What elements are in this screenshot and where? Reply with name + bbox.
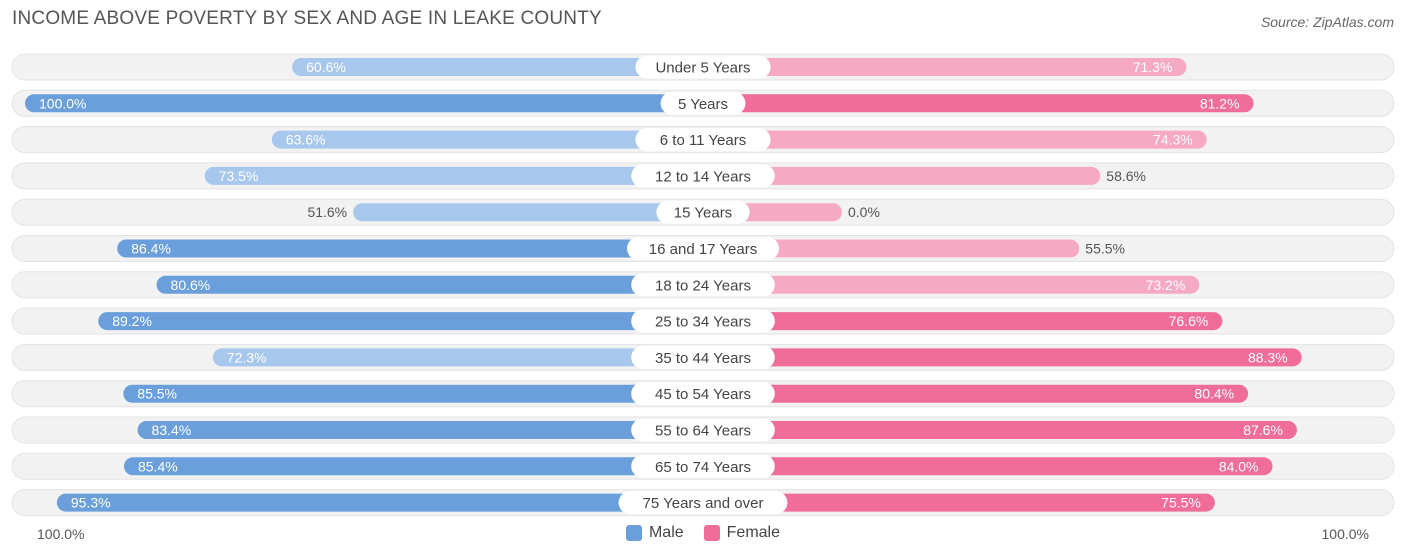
category-pill (631, 345, 775, 369)
bar-male (156, 275, 704, 294)
bar-female (703, 421, 1297, 439)
category-label: 55 to 64 Years (655, 423, 751, 440)
bar-male (353, 203, 703, 222)
category-label: 15 Years (674, 205, 732, 222)
female-value-label: 87.6% (1243, 422, 1283, 438)
female-value-label: 76.6% (1169, 313, 1209, 329)
bar-female (703, 130, 1207, 149)
category-label: 45 to 54 Years (655, 386, 751, 403)
bar-male (56, 493, 703, 512)
male-value-label: 80.6% (171, 277, 211, 293)
male-value-label: 85.5% (137, 386, 177, 402)
bar-female (703, 94, 1254, 113)
chart-canvas: 60.6% 71.3% Under 5 Years 100.0% 81.2% 5 Year… (11, 53, 1395, 517)
male-value-label: 95.3% (71, 495, 111, 511)
female-value-label: 75.5% (1161, 495, 1201, 511)
male-value-label: 100.0% (39, 95, 86, 111)
legend-swatch-male (625, 525, 642, 541)
category-pill (660, 91, 746, 115)
male-value-label: 86.4% (131, 241, 171, 257)
category-label: 5 Years (678, 96, 728, 113)
female-value-label: 55.5% (1085, 241, 1125, 257)
category-pill (635, 128, 771, 152)
bar-female (703, 312, 1223, 331)
axis-right-label: 100.0% (1321, 526, 1369, 542)
category-pill (618, 491, 788, 515)
source-note: Source: ZipAtlas.com (1260, 14, 1394, 30)
female-value-label: 58.6% (1106, 168, 1146, 184)
bar-male (123, 384, 703, 403)
category-pill (627, 237, 779, 260)
category-pill (631, 418, 775, 442)
bar-female (703, 348, 1302, 367)
category-pill (631, 164, 775, 188)
female-value-label: 71.3% (1133, 59, 1173, 75)
axis-left-label: 100.0% (37, 526, 85, 542)
category-pill (635, 55, 771, 79)
bar-male (98, 312, 703, 331)
female-value-label: 84.0% (1219, 458, 1259, 474)
bar-male (117, 239, 703, 258)
bar-female (703, 493, 1215, 512)
male-value-label: 73.5% (219, 168, 259, 184)
category-label: 12 to 14 Years (655, 168, 751, 185)
female-value-label: 80.4% (1194, 386, 1234, 402)
bar-male (204, 166, 704, 185)
bar-male (123, 457, 704, 476)
male-value-label: 89.2% (112, 313, 152, 329)
bar-female (703, 58, 1187, 76)
female-value-label: 81.2% (1200, 95, 1240, 111)
bar-female (703, 384, 1249, 403)
legend-item-female: Female (703, 524, 781, 542)
chart-title: INCOME ABOVE POVERTY BY SEX AND AGE IN L… (12, 8, 602, 29)
category-label: 18 to 24 Years (655, 277, 751, 294)
legend-item-male: Male (625, 524, 684, 542)
bar-male (212, 348, 703, 367)
male-value-label: 60.6% (306, 59, 346, 75)
category-pill (656, 200, 750, 224)
female-value-label: 88.3% (1248, 349, 1288, 365)
bar-male (292, 58, 703, 76)
bar-female (703, 457, 1273, 476)
bar-male (25, 94, 703, 113)
legend: Male Female (0, 524, 1406, 542)
legend-label-female: Female (726, 524, 781, 541)
bar-female (703, 239, 1080, 258)
category-label: 6 to 11 Years (660, 132, 746, 149)
male-value-label: 51.6% (307, 204, 347, 220)
legend-swatch-female (703, 525, 720, 541)
legend-label-male: Male (648, 524, 684, 541)
category-label: Under 5 Years (655, 60, 750, 77)
category-label: 35 to 44 Years (655, 350, 751, 367)
bar-male (137, 421, 704, 439)
male-value-label: 63.6% (286, 132, 326, 148)
bar-female (703, 166, 1101, 185)
male-value-label: 85.4% (138, 458, 178, 474)
category-label: 16 and 17 Years (649, 241, 757, 258)
category-pill (631, 273, 775, 297)
category-pill (631, 382, 775, 406)
bar-female (703, 275, 1200, 294)
male-value-label: 83.4% (152, 422, 192, 438)
female-value-label: 0.0% (848, 204, 880, 220)
category-pill (631, 309, 775, 333)
male-value-label: 72.3% (227, 349, 267, 365)
bar-male (271, 130, 703, 149)
category-pill (631, 454, 775, 478)
female-value-label: 73.2% (1146, 277, 1186, 293)
category-label: 25 to 34 Years (655, 314, 751, 331)
category-label: 75 Years and over (643, 495, 764, 512)
female-value-label: 74.3% (1153, 132, 1193, 148)
category-label: 65 to 74 Years (655, 459, 751, 476)
